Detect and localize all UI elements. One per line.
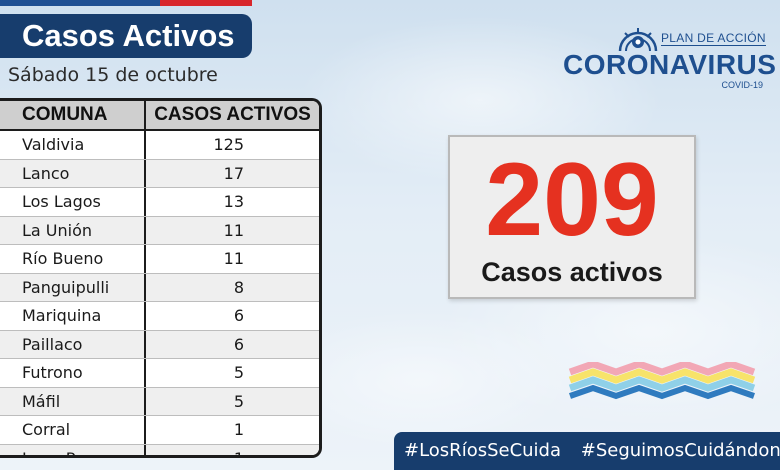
row-comuna: La Unión	[0, 216, 146, 244]
total-card: 209 Casos activos	[448, 135, 696, 299]
table-row: Lanco 17	[0, 159, 319, 188]
hashtag-1: #LosRíosSeCuida	[404, 440, 562, 461]
table-row: Río Bueno 11	[0, 245, 319, 274]
row-casos: 5	[233, 391, 244, 411]
total-value: 209	[485, 142, 659, 258]
flag-strip-blue	[0, 0, 160, 6]
logo-subtitle: COVID-19	[721, 80, 763, 90]
row-comuna: Paillaco	[0, 330, 146, 358]
table-row: Paillaco 6	[0, 330, 319, 359]
row-comuna: Lanco	[0, 159, 146, 187]
table-row: Lago Ranco 1	[0, 444, 319, 458]
table-row: Mariquina 6	[0, 302, 319, 331]
row-comuna: Máfil	[0, 387, 146, 415]
table-row: Panguipulli 8	[0, 273, 319, 302]
row-casos: 8	[233, 277, 244, 297]
row-casos: 11	[223, 249, 244, 268]
table-row: Máfil 5	[0, 387, 319, 416]
table-row: Los Lagos 13	[0, 188, 319, 217]
page-title: Casos Activos	[0, 14, 252, 58]
coronavirus-logo: PLAN DE ACCIÓN CORONAVIRUS COVID-19	[560, 26, 776, 90]
row-comuna: Panguipulli	[0, 273, 146, 301]
date-label: Sábado 15 de octubre	[8, 64, 218, 86]
row-casos: 5	[233, 363, 244, 382]
row-comuna: Corral	[0, 416, 146, 444]
flag-strip-red	[160, 0, 252, 6]
table-row: Valdivia 125	[0, 131, 319, 160]
rainbow-waves-icon	[568, 362, 756, 400]
row-casos: 6	[233, 334, 244, 354]
cases-table: COMUNA CASOS ACTIVOS Valdivia 125 Lanco 17…	[0, 98, 322, 458]
row-comuna: Valdivia	[0, 131, 146, 159]
row-casos: 1	[233, 420, 244, 439]
table-row: La Unión 11	[0, 216, 319, 245]
table-row: Futrono 5	[0, 359, 319, 388]
row-comuna: Futrono	[0, 359, 146, 387]
row-casos: 125	[213, 135, 244, 154]
row-casos: 6	[233, 306, 244, 325]
header-casos: CASOS ACTIVOS	[154, 104, 311, 125]
table-header: COMUNA CASOS ACTIVOS	[0, 101, 319, 131]
hashtag-bar: #LosRíosSeCuida #SeguimosCuidándonos	[394, 432, 780, 470]
total-label: Casos activos	[481, 257, 663, 287]
row-comuna: Lago Ranco	[0, 444, 146, 455]
row-comuna: Río Bueno	[0, 245, 146, 273]
flag-strip	[0, 0, 252, 6]
logo-plan-text: PLAN DE ACCIÓN	[661, 31, 766, 46]
header-comuna: COMUNA	[0, 101, 146, 129]
table-body: Valdivia 125 Lanco 17 Los Lagos 13 La Unión…	[0, 131, 319, 458]
row-casos: 17	[223, 163, 244, 183]
coronavirus-emblem-icon	[618, 28, 658, 52]
row-casos: 1	[233, 448, 244, 458]
row-casos: 13	[223, 192, 244, 211]
hashtag-2: #SeguimosCuidándonos	[580, 440, 780, 461]
row-casos: 11	[223, 220, 244, 240]
table-row: Corral 1	[0, 416, 319, 445]
row-comuna: Los Lagos	[0, 188, 146, 216]
logo-name: CORONAVIRUS	[563, 49, 777, 80]
row-comuna: Mariquina	[0, 302, 146, 330]
